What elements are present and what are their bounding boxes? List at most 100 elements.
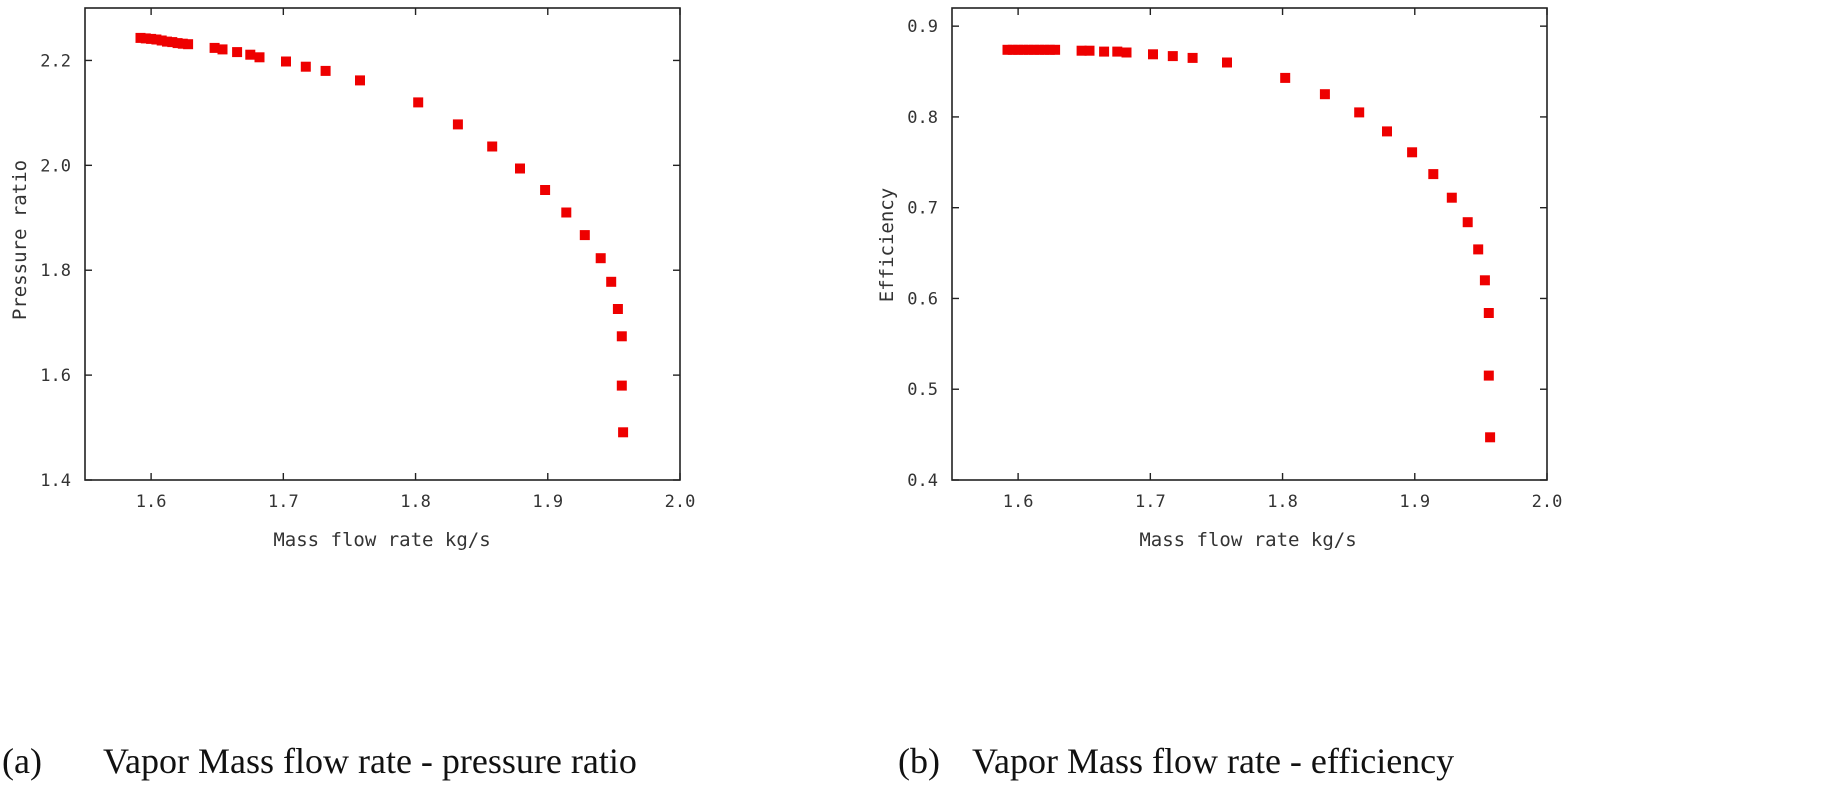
y-tick-label-b-3: 0.7 <box>907 199 938 219</box>
x-axis-title-a: Mass flow rate kg/s <box>273 529 490 551</box>
data-point-b-30 <box>1483 370 1494 381</box>
data-point-a-14 <box>254 52 265 63</box>
data-point-a-2 <box>146 33 157 44</box>
data-point-a-21 <box>487 141 498 152</box>
data-point-b-15 <box>1148 49 1158 60</box>
data-point-a-28 <box>612 304 623 314</box>
x-tick-label-b-2: 1.8 <box>1267 492 1298 512</box>
x-tick-label-b-4: 2.0 <box>1532 492 1563 512</box>
markers-b <box>1002 44 1496 443</box>
panel-b: 1.6 1.7 1.8 1.9 2.0 0.4 0.5 0.6 0.7 0.8 0.9 Mass f… <box>876 7 1562 781</box>
y-tick-label-a-4: 2.2 <box>40 51 71 71</box>
caption-label-b: (b) <box>898 741 940 781</box>
y-tick-label-a-0: 1.4 <box>40 471 71 491</box>
data-point-b-18 <box>1222 57 1232 68</box>
panel-a: 1.6 1.7 1.8 1.9 2.0 1.4 1.6 1.8 2.0 2.2 Mass flow… <box>2 7 695 781</box>
data-point-a-11 <box>217 44 228 55</box>
ticks-b: 1.6 1.7 1.8 1.9 2.0 0.4 0.5 0.6 0.7 0.8 0.9 <box>907 8 1562 512</box>
data-point-a-29 <box>616 331 627 342</box>
y-axis-title-a: Pressure ratio <box>9 160 31 320</box>
data-point-a-30 <box>616 380 627 391</box>
data-point-b-10 <box>1076 45 1087 56</box>
data-point-b-27 <box>1473 244 1484 255</box>
data-point-b-28 <box>1479 275 1490 286</box>
data-point-a-18 <box>355 75 365 86</box>
x-tick-label-a-0: 1.6 <box>136 492 167 512</box>
data-point-a-4 <box>156 35 167 46</box>
data-point-b-16 <box>1167 51 1178 62</box>
data-point-a-3 <box>151 34 162 45</box>
data-point-a-12 <box>232 47 243 58</box>
data-point-b-3 <box>1018 44 1029 55</box>
data-point-b-31 <box>1485 432 1496 443</box>
x-tick-label-a-3: 1.9 <box>532 492 563 512</box>
caption-text-b: Vapor Mass flow rate - efficiency <box>972 741 1454 781</box>
y-tick-label-b-1: 0.5 <box>907 380 938 400</box>
x-axis-title-b: Mass flow rate kg/s <box>1139 529 1356 551</box>
x-tick-label-a-1: 1.7 <box>268 492 299 512</box>
x-tick-label-b-3: 1.9 <box>1399 492 1430 512</box>
markers-a <box>135 32 629 438</box>
data-point-b-23 <box>1407 147 1418 158</box>
y-tick-label-a-3: 2.0 <box>40 156 71 176</box>
data-point-b-20 <box>1319 89 1330 100</box>
data-point-a-1 <box>140 33 151 44</box>
data-point-a-26 <box>595 253 606 264</box>
data-point-b-22 <box>1382 126 1392 137</box>
data-point-b-6 <box>1034 44 1045 55</box>
data-point-b-2 <box>1013 44 1024 55</box>
data-point-a-22 <box>515 163 525 174</box>
data-point-a-27 <box>606 276 617 287</box>
y-axis-title-b: Efficiency <box>876 188 898 302</box>
data-point-b-26 <box>1462 217 1473 228</box>
data-point-b-12 <box>1099 46 1110 57</box>
data-point-a-13 <box>245 49 256 60</box>
caption-label-a: (a) <box>2 741 42 781</box>
plot-frame-a <box>84 7 681 481</box>
y-tick-label-a-2: 1.8 <box>40 261 71 281</box>
data-point-a-20 <box>452 119 463 130</box>
data-point-a-15 <box>281 56 291 67</box>
y-tick-label-b-0: 0.4 <box>907 471 938 491</box>
data-point-b-21 <box>1354 107 1365 118</box>
plot-frame-b <box>951 7 1548 481</box>
data-point-a-23 <box>540 185 551 195</box>
data-point-a-19 <box>413 97 424 108</box>
data-point-a-0 <box>135 32 146 43</box>
data-point-b-5 <box>1029 44 1039 55</box>
caption-text-a: Vapor Mass flow rate - pressure ratio <box>103 741 637 781</box>
data-point-b-13 <box>1112 46 1123 57</box>
data-point-a-10 <box>209 42 220 53</box>
ticks-a: 1.6 1.7 1.8 1.9 2.0 1.4 1.6 1.8 2.0 2.2 <box>40 8 695 512</box>
data-point-a-6 <box>167 37 178 48</box>
data-point-a-16 <box>300 61 311 72</box>
data-point-b-0 <box>1002 44 1013 55</box>
data-point-b-24 <box>1428 169 1439 180</box>
y-tick-label-b-2: 0.6 <box>907 289 938 309</box>
data-point-a-8 <box>177 38 188 49</box>
data-point-a-5 <box>162 36 172 47</box>
data-point-b-11 <box>1084 45 1095 56</box>
x-tick-label-a-4: 2.0 <box>665 492 696 512</box>
y-tick-label-b-4: 0.8 <box>907 108 938 128</box>
data-point-a-25 <box>579 230 590 241</box>
data-point-b-19 <box>1280 72 1291 83</box>
y-tick-label-b-5: 0.9 <box>907 17 938 37</box>
data-point-a-31 <box>618 427 629 438</box>
data-point-b-4 <box>1023 44 1034 55</box>
y-tick-label-a-1: 1.6 <box>40 366 71 386</box>
data-point-b-9 <box>1050 44 1061 55</box>
data-point-b-1 <box>1007 44 1018 55</box>
data-point-b-14 <box>1121 47 1132 58</box>
x-tick-label-b-0: 1.6 <box>1003 492 1034 512</box>
data-point-a-17 <box>320 65 331 76</box>
x-tick-label-b-1: 1.7 <box>1135 492 1166 512</box>
data-point-b-29 <box>1483 308 1494 318</box>
data-point-b-25 <box>1446 192 1457 203</box>
data-point-b-17 <box>1187 52 1198 63</box>
data-point-b-7 <box>1039 44 1050 55</box>
data-point-a-7 <box>172 38 183 49</box>
data-point-a-9 <box>183 39 194 50</box>
x-tick-label-a-2: 1.8 <box>400 492 431 512</box>
